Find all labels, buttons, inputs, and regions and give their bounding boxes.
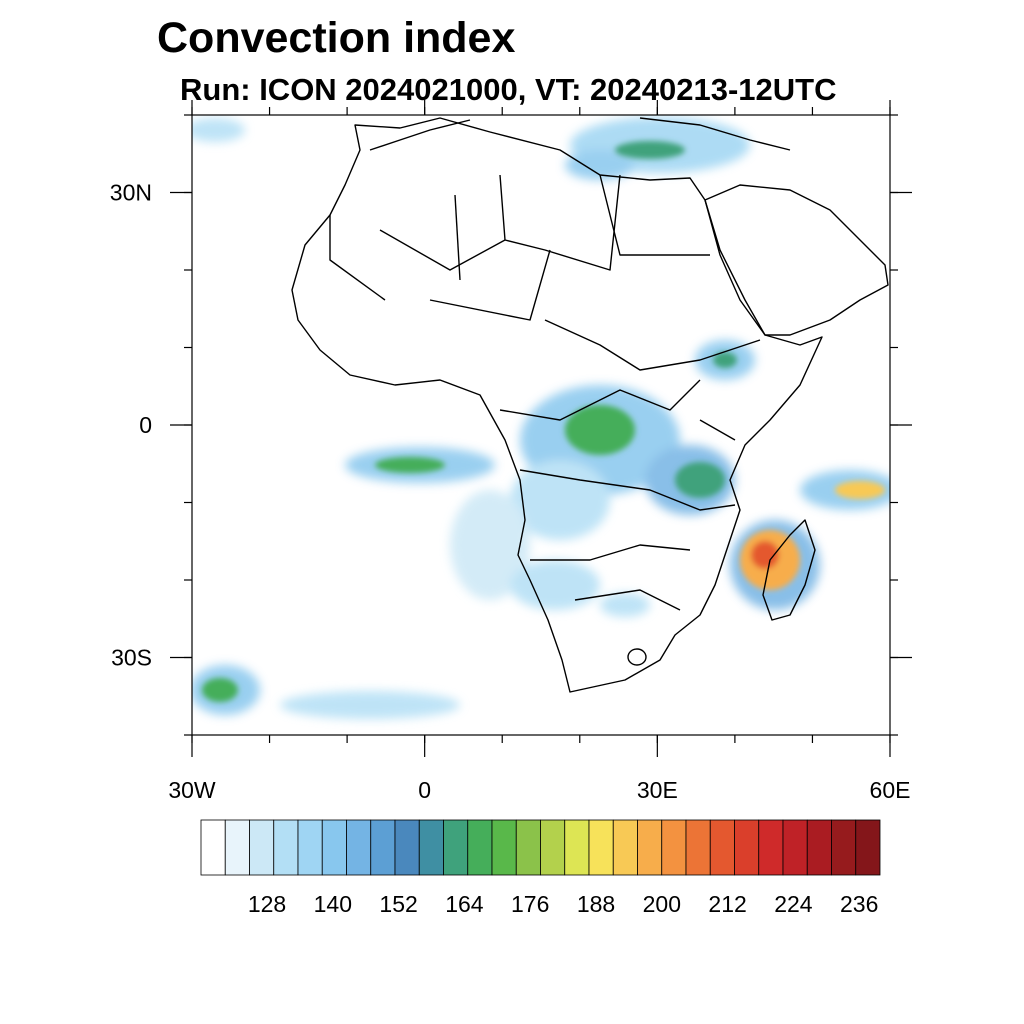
colorbar-label: 164 — [445, 891, 484, 917]
colorbar-swatch — [297, 819, 323, 876]
colorbar-swatch — [443, 819, 469, 876]
chart-subtitle: Run: ICON 2024021000, VT: 20240213-12UTC — [180, 72, 837, 107]
colorbar-swatch — [540, 819, 566, 876]
colorbar-swatch — [782, 819, 808, 876]
colorbar-swatch — [273, 819, 299, 876]
colorbar-swatch — [685, 819, 711, 876]
colorbar-swatch — [249, 819, 275, 876]
colorbar-swatch — [831, 819, 857, 876]
colorbar-swatch — [321, 819, 347, 876]
colorbar-swatch — [758, 819, 784, 876]
convection-field — [192, 117, 890, 719]
lat-tick-label: 30N — [110, 180, 152, 206]
colorbar-swatch — [370, 819, 396, 876]
colorbar-label: 188 — [577, 891, 615, 917]
lon-tick-label: 30W — [168, 777, 216, 803]
colorbar-swatch — [564, 819, 590, 876]
lon-tick-label: 0 — [418, 777, 431, 803]
colorbar-swatch — [394, 819, 420, 876]
colorbar-label: 200 — [643, 891, 681, 917]
colorbar-swatch — [709, 819, 735, 876]
colorbar-swatch — [418, 819, 444, 876]
lat-tick-label: 0 — [139, 412, 152, 438]
colorbar-swatch — [200, 819, 226, 876]
colorbar-swatch — [661, 819, 687, 876]
colorbar-swatch — [224, 819, 250, 876]
axis-ticks: 30W 0 30E 60E 30N 0 30S — [110, 100, 912, 803]
colorbar-label: 140 — [314, 891, 352, 917]
colorbar-swatch — [515, 819, 541, 876]
colorbar-swatch — [588, 819, 614, 876]
colorbar-label: 176 — [511, 891, 549, 917]
colorbar: 128 140 152 164 176 188 200 212 224 236 — [200, 819, 881, 917]
lon-tick-label: 30E — [637, 777, 678, 803]
colorbar-swatch — [491, 819, 517, 876]
colorbar-label: 236 — [840, 891, 878, 917]
colorbar-swatch — [806, 819, 832, 876]
coastlines-borders — [291, 117, 889, 693]
chart-title: Convection index — [157, 14, 516, 62]
colorbar-swatch — [855, 819, 881, 876]
lon-tick-label: 60E — [870, 777, 911, 803]
colorbar-label: 152 — [379, 891, 417, 917]
colorbar-swatch — [612, 819, 638, 876]
colorbar-label: 224 — [774, 891, 813, 917]
colorbar-label: 212 — [708, 891, 746, 917]
colorbar-swatch — [346, 819, 372, 876]
colorbar-swatch — [734, 819, 760, 876]
lat-tick-label: 30S — [111, 645, 152, 671]
colorbar-label: 128 — [248, 891, 286, 917]
colorbar-swatch — [467, 819, 493, 876]
colorbar-swatch — [637, 819, 663, 876]
